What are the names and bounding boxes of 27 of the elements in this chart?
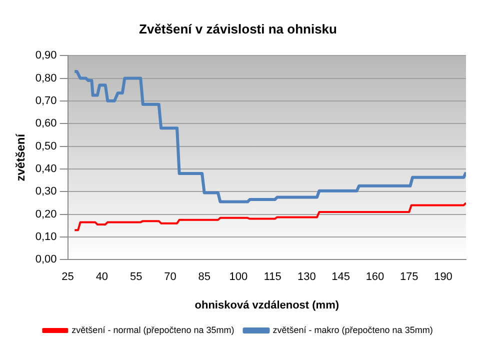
y-tick-label: 0,10 bbox=[35, 230, 57, 243]
y-tick-label: 0,40 bbox=[35, 162, 57, 175]
y-tick-label: 0,00 bbox=[35, 254, 57, 266]
x-tick-label: 160 bbox=[366, 271, 384, 284]
x-axis-title: ohnisková vzdálenost (mm) bbox=[194, 299, 340, 312]
y-tick-label: 0,20 bbox=[35, 208, 57, 220]
y-tick-label: 0,80 bbox=[35, 72, 57, 84]
x-tick-label: 40 bbox=[96, 271, 108, 284]
x-tick-label: 175 bbox=[400, 271, 418, 284]
y-tick-label: 0,50 bbox=[35, 140, 57, 152]
x-tick-label: 115 bbox=[264, 271, 282, 284]
y-tick-label: 0,30 bbox=[35, 186, 57, 198]
legend-label: zvětšení - normal (přepočteno na 35mm) bbox=[72, 324, 234, 335]
y-tick-label: 0,90 bbox=[35, 50, 57, 62]
x-tick-label: 130 bbox=[298, 271, 316, 284]
y-axis-title: zvětšení bbox=[14, 133, 28, 182]
y-tick-label: 0,60 bbox=[35, 118, 57, 130]
x-tick-label: 190 bbox=[434, 271, 452, 284]
chart-title: Zvětšení v závislosti na ohnisku bbox=[139, 21, 338, 36]
x-tick-label: 85 bbox=[198, 271, 210, 284]
x-tick-label: 55 bbox=[130, 271, 142, 284]
y-tick-label: 0,70 bbox=[35, 94, 57, 107]
legend-label: zvětšení - makro (přepočteno na 35mm) bbox=[272, 324, 433, 335]
x-tick-label: 100 bbox=[229, 271, 248, 284]
x-tick-label: 145 bbox=[332, 271, 350, 284]
x-tick-label: 70 bbox=[164, 271, 176, 284]
x-tick-label: 25 bbox=[62, 271, 74, 284]
